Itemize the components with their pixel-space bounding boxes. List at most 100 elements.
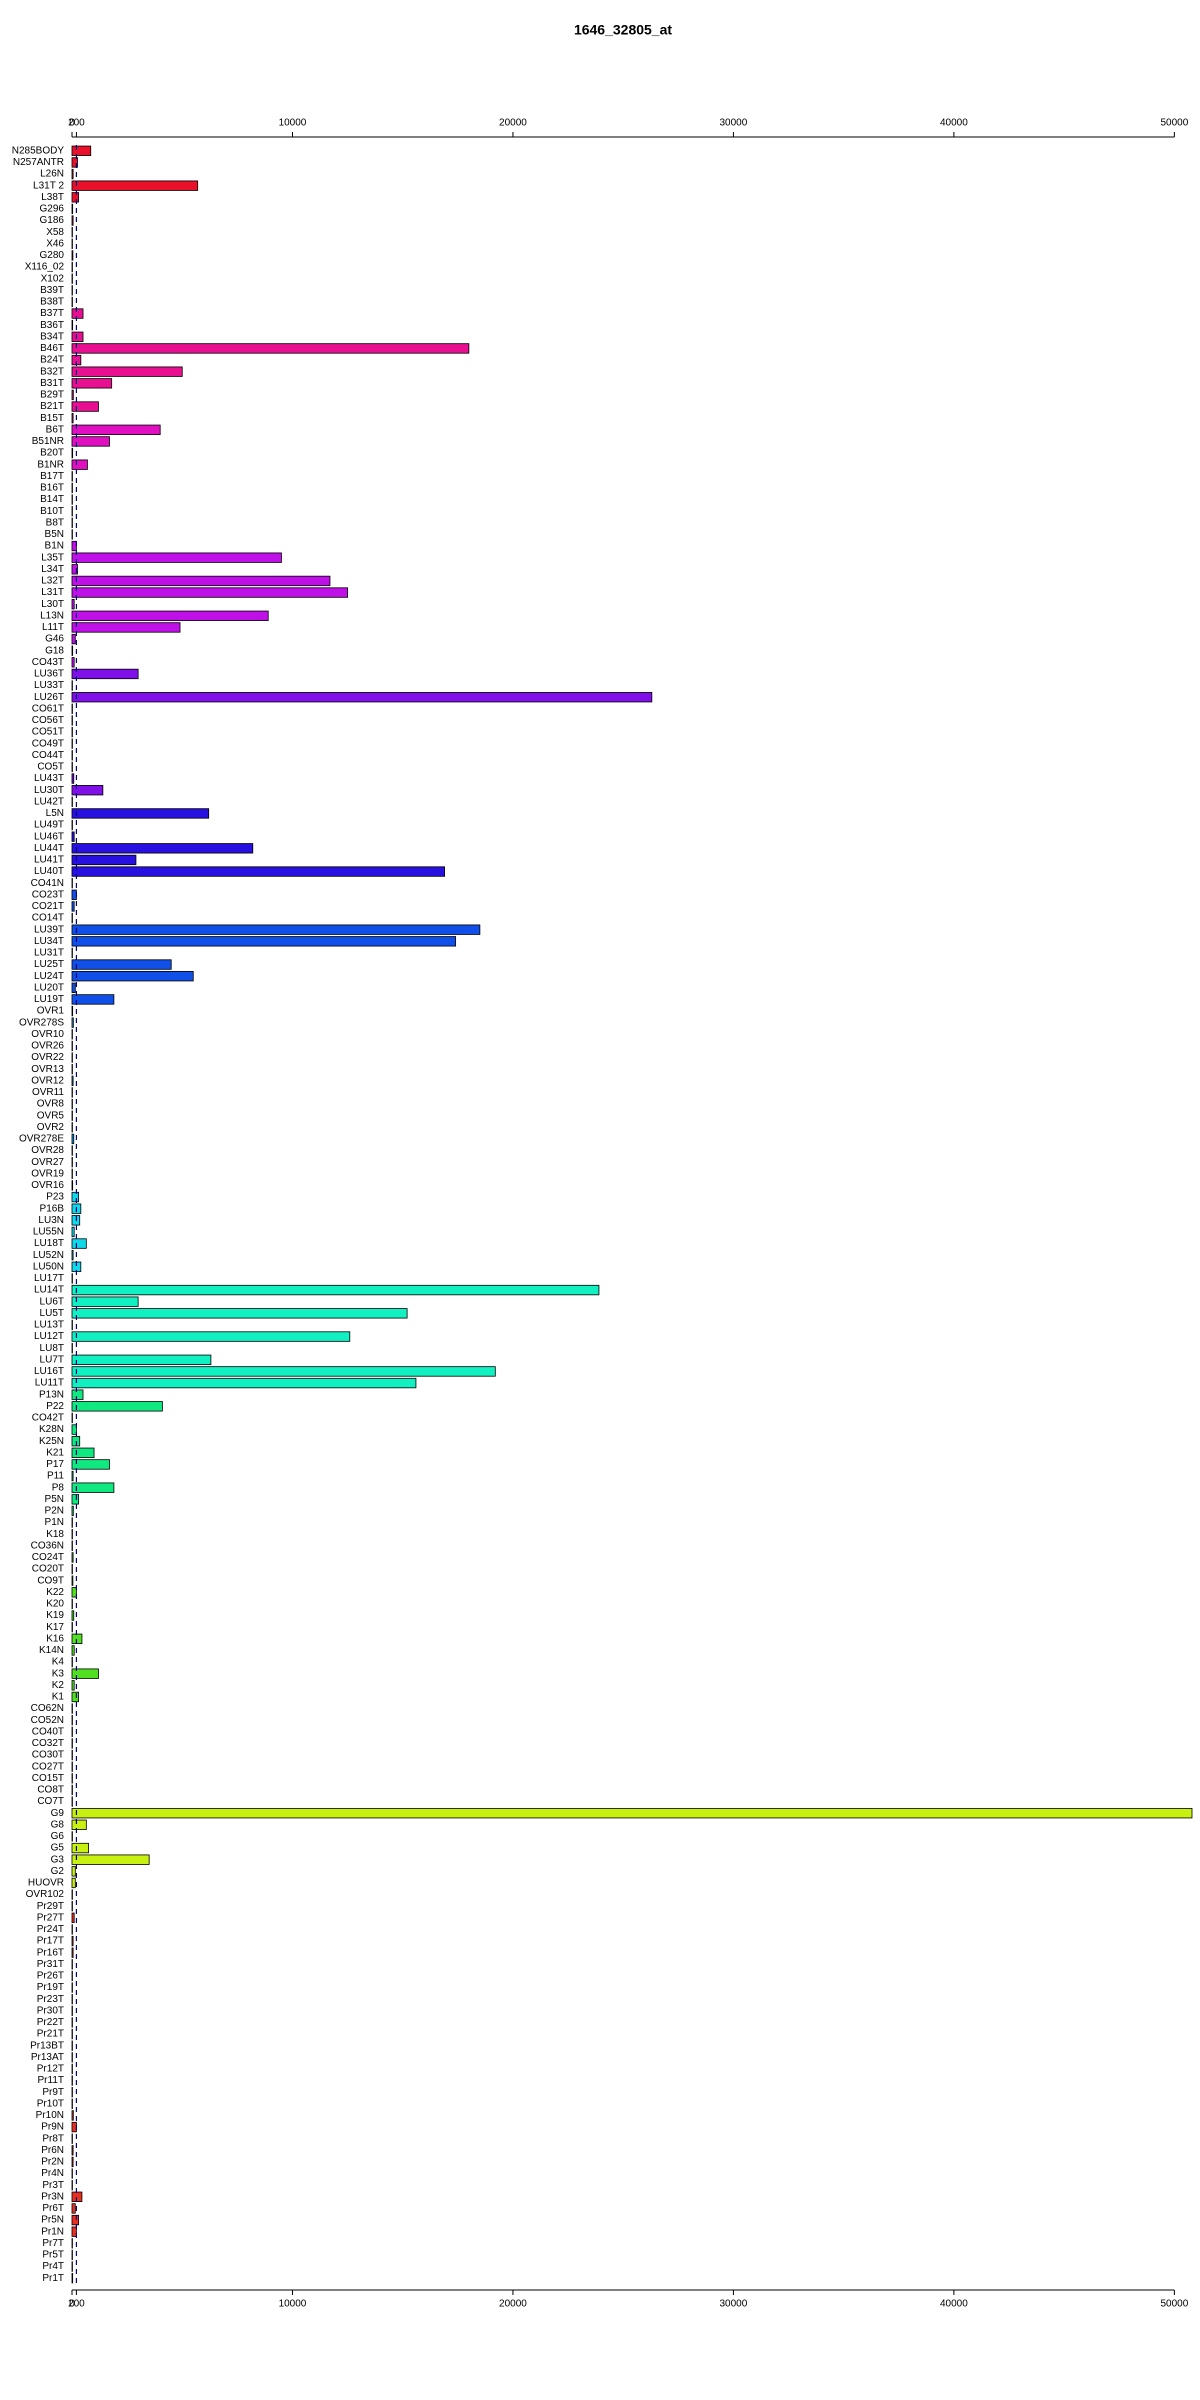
bar <box>71 366 183 377</box>
y-tick-label: P22 <box>46 1401 64 1412</box>
bar <box>71 843 254 854</box>
y-tick-label: B1N <box>45 541 64 552</box>
y-tick-label: CO51T <box>32 727 64 738</box>
y-tick-label: L31T <box>41 587 64 598</box>
y-tick-label: LU44T <box>34 843 64 854</box>
y-tick-label: G296 <box>40 204 65 215</box>
bar <box>71 192 80 203</box>
y-tick-label: LU39T <box>34 924 64 935</box>
bar <box>71 2226 77 2237</box>
x-tick-label: 10000 <box>279 2299 307 2310</box>
bar <box>71 1401 163 1412</box>
x-tick-label: 30000 <box>720 118 748 129</box>
y-tick-label: B32T <box>40 366 64 377</box>
bar <box>71 866 445 877</box>
bar <box>71 2110 74 2121</box>
x-tick-label: 30000 <box>720 2299 748 2310</box>
y-tick-label: B15T <box>40 413 64 424</box>
y-tick-label: N257ANTR <box>13 157 64 168</box>
bar <box>71 1877 76 1889</box>
y-tick-label: Pr9T <box>42 2087 64 2098</box>
y-tick-label: B20T <box>40 448 64 459</box>
y-tick-label: Pr4T <box>42 2261 64 2272</box>
bar <box>71 971 194 982</box>
bar <box>71 389 74 401</box>
bar <box>71 1552 74 1563</box>
y-tick-label: X46 <box>46 238 64 249</box>
bar <box>71 2145 74 2156</box>
y-tick-label: OVR26 <box>31 1041 64 1052</box>
y-tick-label: P23 <box>46 1192 64 1203</box>
y-tick-label: L31T 2 <box>33 180 64 191</box>
y-tick-label: B17T <box>40 471 64 482</box>
y-tick-label: LU30T <box>34 785 64 796</box>
y-tick-label: P8 <box>52 1482 65 1493</box>
y-tick-label: B39T <box>40 285 64 296</box>
y-tick-label: Pr9N <box>41 2122 64 2133</box>
bar <box>71 157 78 168</box>
y-tick-label: OVR27 <box>31 1157 64 1168</box>
bar <box>71 215 74 226</box>
x-tick-label: 40000 <box>940 2299 968 2310</box>
bar <box>71 2214 80 2226</box>
y-tick-label: OVR12 <box>31 1075 64 1086</box>
bar <box>71 250 74 261</box>
y-tick-label: B14T <box>40 494 64 505</box>
bar <box>71 459 88 470</box>
bar <box>71 1017 74 1028</box>
bar <box>71 145 92 156</box>
y-tick-label: Pr4N <box>41 2168 64 2179</box>
y-tick-label: B29T <box>40 390 64 401</box>
y-tick-label: G6 <box>51 1831 65 1842</box>
y-tick-label: Pr5T <box>42 2250 64 2261</box>
y-tick-label: LU19T <box>34 994 64 1005</box>
bar <box>71 692 653 703</box>
y-tick-label: Pr7T <box>42 2238 64 2249</box>
bar <box>71 1250 74 1261</box>
bar <box>71 1691 80 1703</box>
bar <box>71 622 181 633</box>
bar <box>71 1180 74 1191</box>
x-tick-label: 40000 <box>940 118 968 129</box>
bar <box>71 1947 74 1958</box>
bar <box>71 1005 74 1017</box>
bar <box>71 552 282 563</box>
y-tick-label: Pr2N <box>41 2157 64 2168</box>
bar <box>71 1935 74 1947</box>
y-tick-label: LU8T <box>40 1343 64 1354</box>
y-tick-label: CO56T <box>32 715 64 726</box>
y-tick-label: CO36N <box>31 1540 64 1551</box>
chart-title: 1646_32805_at <box>574 22 672 38</box>
y-tick-label: HUOVR <box>28 1878 64 1889</box>
bar <box>71 1912 75 1923</box>
y-tick-label: LU6T <box>40 1296 64 1307</box>
bar <box>71 1842 89 1854</box>
y-tick-label: P11 <box>47 1471 64 1482</box>
y-tick-label: B38T <box>40 297 64 308</box>
bar <box>71 436 110 447</box>
y-tick-label: Pr11T <box>38 2075 65 2086</box>
y-tick-label: CO30T <box>32 1750 64 1761</box>
y-tick-label: LU42T <box>34 796 64 807</box>
y-tick-label: CO9T <box>37 1575 64 1586</box>
y-tick-label: Pr17T <box>37 1936 64 1947</box>
y-tick-label: LU11T <box>35 1378 64 1389</box>
x-tick-label: 50000 <box>1160 118 1188 129</box>
x-tick-label: 50000 <box>1160 2299 1188 2310</box>
y-tick-label: LU52N <box>33 1250 64 1261</box>
y-tick-label: G280 <box>40 250 65 261</box>
y-tick-label: CO15T <box>32 1773 64 1784</box>
bar <box>71 610 269 621</box>
y-tick-label: OVR11 <box>32 1087 64 1098</box>
y-tick-label: LU3N <box>38 1215 64 1226</box>
y-tick-label: LU5T <box>40 1308 64 1319</box>
x-tick-label: 200 <box>68 2299 85 2310</box>
x-tick-label: 200 <box>68 118 85 129</box>
y-tick-label: X102 <box>41 273 65 284</box>
bar <box>71 1587 77 1598</box>
bar <box>71 668 139 680</box>
y-tick-label: K16 <box>46 1633 64 1644</box>
y-tick-label: LU25T <box>34 959 64 970</box>
bar <box>71 2203 76 2214</box>
y-tick-label: CO42T <box>32 1413 64 1424</box>
